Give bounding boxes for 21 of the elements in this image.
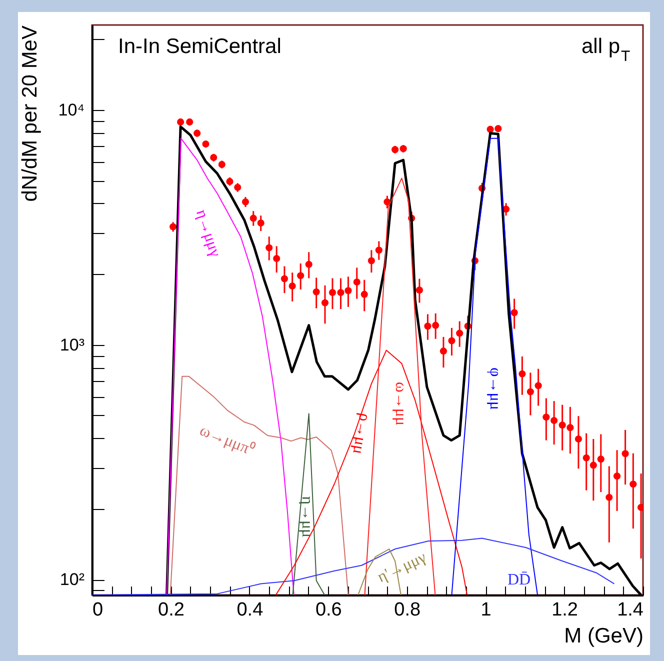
text: η→μμ xyxy=(298,496,316,538)
y-tick-label: 10⁴ xyxy=(58,100,84,120)
x-tick-label: 1.2 xyxy=(552,600,578,620)
annotation: In-In SemiCentral xyxy=(118,35,282,58)
x-tick-label: 1 xyxy=(480,600,492,620)
text: φ→μμ xyxy=(486,368,504,410)
text: η→μμγ xyxy=(192,208,224,259)
series-label: DD̄ xyxy=(507,572,531,589)
x-tick-label: 0.6 xyxy=(315,600,342,620)
text: ω→μμπ⁰ xyxy=(197,421,258,460)
y-tick-label: 10³ xyxy=(60,335,85,354)
y-tick-label: 10² xyxy=(60,570,85,590)
y-axis-title: dN/dM per 20 MeV xyxy=(18,26,42,202)
text: ω→μμ xyxy=(392,382,409,426)
x-tick-label: 0 xyxy=(92,600,104,620)
x-tick-label: 0.2 xyxy=(158,600,184,620)
x-tick-label: 1.4 xyxy=(617,600,644,620)
text: ρ→μμ xyxy=(349,412,374,456)
x-tick-label: 0.4 xyxy=(236,600,264,620)
x-axis-title: M (GeV) xyxy=(564,624,644,648)
x-tick-label: 0.8 xyxy=(394,600,421,620)
